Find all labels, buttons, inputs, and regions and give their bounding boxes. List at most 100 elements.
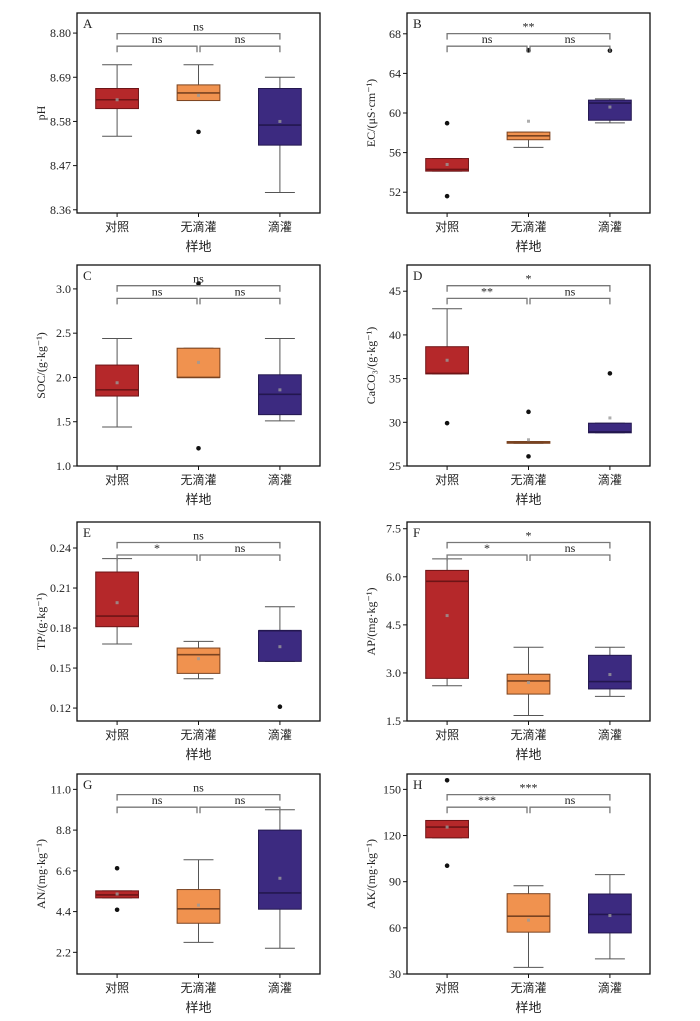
mean-marker: [115, 381, 119, 385]
iqr-box: [258, 88, 302, 146]
outlier-point: [114, 865, 120, 871]
x-tick-label: 对照: [105, 473, 129, 487]
x-tick-label: 滴灌: [598, 472, 622, 487]
significance-bracket: ns: [116, 272, 281, 292]
y-tick-label: 6.6: [56, 864, 71, 878]
bracket-line: [446, 541, 611, 549]
significance-label: ns: [235, 541, 246, 555]
mean-marker: [608, 105, 612, 109]
bracket-line: [116, 45, 198, 53]
x-tick-label: 无滴灌: [180, 472, 216, 487]
box-对照: [425, 558, 469, 687]
significance-bracket: ns: [199, 793, 281, 814]
panel-d: 25 30 35 40 45 对照 无滴灌 滴灌 D 样地 CaCO₃/(g·kg⁻¹) ** ns *: [364, 264, 651, 507]
bracket-line: [446, 32, 611, 40]
significance-bracket: *: [446, 528, 611, 549]
bracket-line: [446, 806, 528, 814]
x-tick-label: 对照: [435, 728, 459, 742]
box-对照: [425, 120, 469, 199]
mean-marker: [527, 918, 530, 922]
box-滴灌: [258, 809, 302, 949]
y-tick-label: 3.0: [386, 666, 401, 680]
bracket-line: [199, 297, 281, 305]
y-tick-label: 0.24: [50, 541, 71, 555]
box-对照: [95, 865, 139, 913]
plot-frame: [406, 264, 651, 467]
y-tick-label: 30: [389, 415, 401, 429]
y-tick-label: 40: [389, 328, 401, 342]
y-tick-label: 68: [389, 27, 401, 41]
outlier-point: [526, 454, 531, 459]
significance-label: ns: [482, 32, 493, 46]
significance-bracket: ns: [529, 284, 611, 305]
outlier-point: [114, 907, 120, 913]
bracket-line: [446, 793, 611, 801]
mean-marker: [278, 388, 282, 392]
y-tick-label: 2.2: [56, 945, 71, 959]
box-滴灌: [258, 337, 302, 422]
significance-bracket: *: [116, 541, 198, 562]
bracket-line: [529, 45, 611, 53]
x-tick-label: 无滴灌: [180, 727, 216, 742]
significance-bracket: ns: [446, 32, 528, 53]
y-tick-label: 30: [389, 967, 401, 981]
x-tick-label: 对照: [435, 981, 459, 995]
significance-bracket: ***: [446, 793, 528, 814]
plot-frame: [76, 12, 321, 214]
significance-label: ns: [565, 793, 576, 807]
significance-bracket: **: [446, 284, 528, 305]
box-对照: [95, 558, 139, 645]
y-tick-label: 4.4: [56, 905, 71, 919]
iqr-box: [425, 819, 469, 839]
iqr-box: [425, 569, 469, 679]
panel-a: 8.36 8.47 8.58 8.69 8.80 对照 无滴灌 滴灌 A 样地 pH ns ns ns: [34, 12, 321, 254]
mean-marker: [197, 903, 200, 907]
mean-marker: [445, 825, 449, 829]
x-tick-label: 无滴灌: [510, 727, 546, 742]
x-axis-label: 样地: [185, 239, 211, 254]
box-无滴灌: [176, 640, 221, 680]
y-tick-label: 45: [389, 284, 401, 298]
y-tick-label: 8.80: [50, 26, 71, 40]
mean-marker: [527, 681, 530, 685]
y-axis-label: pH: [34, 105, 48, 120]
significance-label: *: [526, 528, 532, 542]
plot-frame: [406, 773, 651, 975]
panel-h: 30 60 90 120 150 对照 无滴灌 滴灌 H 样地 AK/(mg·kg⁻¹) *** ns *…: [364, 773, 651, 1015]
iqr-box: [588, 99, 632, 121]
box-无滴灌: [506, 409, 551, 459]
x-axis-label: 样地: [515, 239, 541, 254]
panel-label: B: [413, 16, 422, 31]
significance-label: ns: [152, 32, 163, 46]
y-axis-label: SOC/(g·kg⁻¹): [34, 332, 48, 399]
box-滴灌: [258, 76, 302, 194]
significance-label: ns: [235, 284, 246, 298]
bracket-line: [446, 285, 611, 292]
x-tick-label: 无滴灌: [510, 472, 546, 487]
outlier-point: [444, 420, 450, 426]
iqr-box: [258, 829, 302, 910]
significance-label: *: [526, 272, 532, 286]
y-tick-label: 35: [389, 372, 401, 386]
mean-marker: [608, 416, 612, 420]
y-tick-label: 60: [389, 921, 401, 935]
y-axis-label: AK/(mg·kg⁻¹): [364, 839, 378, 909]
mean-marker: [278, 119, 282, 123]
significance-bracket: ns: [116, 793, 198, 814]
outlier-point: [444, 778, 450, 783]
panel-label: G: [83, 777, 92, 792]
mean-marker: [608, 914, 612, 918]
box-对照: [425, 778, 469, 868]
x-axis-label: 样地: [515, 492, 541, 507]
mean-marker: [445, 162, 449, 166]
iqr-box: [588, 893, 632, 934]
significance-bracket: **: [446, 20, 611, 40]
mean-marker: [115, 601, 119, 605]
outlier-point: [444, 193, 450, 199]
y-tick-label: 2.0: [56, 370, 71, 384]
outlier-point: [196, 445, 201, 451]
mean-marker: [445, 614, 449, 618]
plot-frame: [76, 264, 321, 467]
significance-label: *: [154, 541, 160, 555]
mean-marker: [445, 358, 449, 362]
